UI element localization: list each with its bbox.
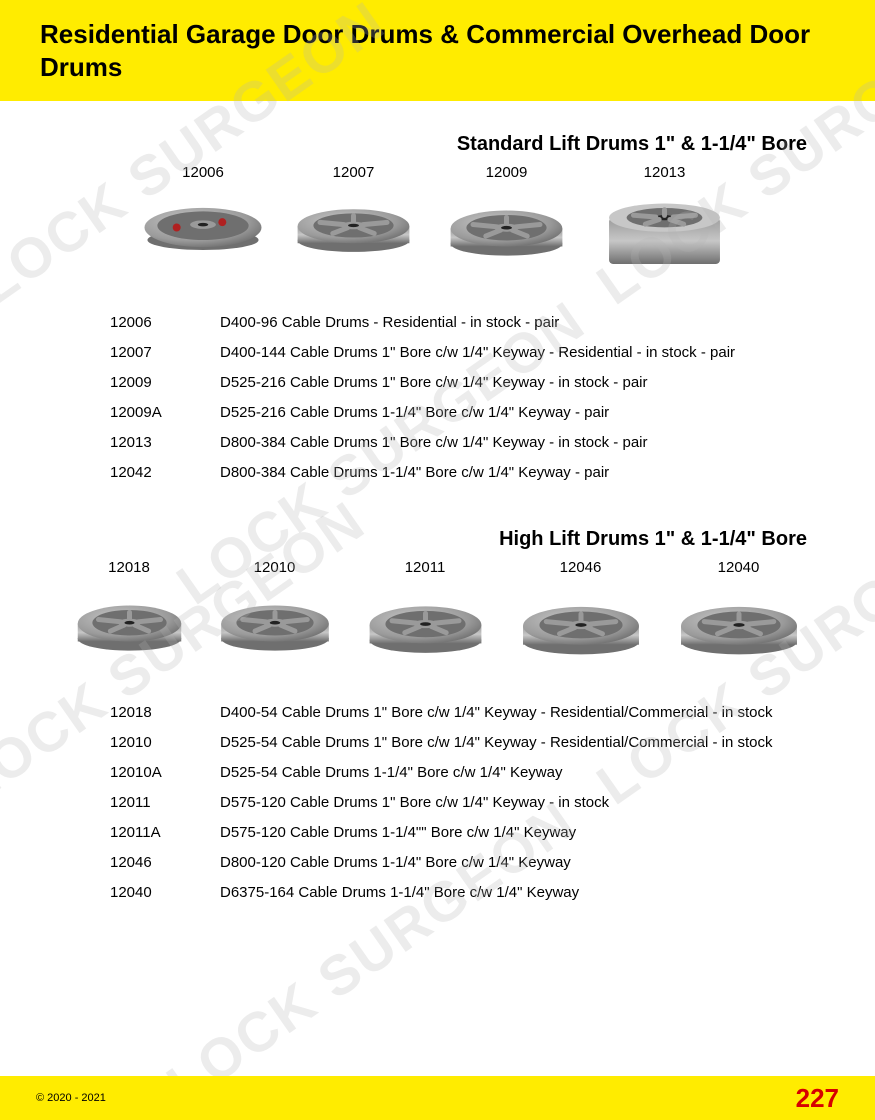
- drum-icon: [358, 580, 493, 678]
- drum-item: 12007: [286, 164, 421, 290]
- product-description: D525-216 Cable Drums 1" Bore c/w 1/4" Ke…: [220, 368, 648, 398]
- product-code: 12013: [110, 428, 220, 458]
- table-row: 12013D800-384 Cable Drums 1" Bore c/w 1/…: [110, 428, 825, 458]
- drum-icon: [210, 580, 340, 675]
- drum-item: 12040: [669, 559, 809, 680]
- product-description: D525-54 Cable Drums 1" Bore c/w 1/4" Key…: [220, 728, 773, 758]
- drum-item: 12046: [511, 559, 651, 680]
- drum-image-code: 12009: [439, 164, 574, 181]
- product-description: D575-120 Cable Drums 1-1/4"" Bore c/w 1/…: [220, 818, 576, 848]
- drum-image-code: 12006: [138, 164, 268, 181]
- product-code: 12009: [110, 368, 220, 398]
- section-title-highlift: High Lift Drums 1" & 1-1/4" Bore: [50, 528, 807, 551]
- product-description: D400-96 Cable Drums - Residential - in s…: [220, 308, 559, 338]
- table-row: 12046D800-120 Cable Drums 1-1/4" Bore c/…: [110, 848, 825, 878]
- drum-icon: [286, 185, 421, 275]
- table-row: 12010AD525-54 Cable Drums 1-1/4" Bore c/…: [110, 758, 825, 788]
- table-row: 12006D400-96 Cable Drums - Residential -…: [110, 308, 825, 338]
- product-description: D400-144 Cable Drums 1" Bore c/w 1/4" Ke…: [220, 338, 735, 368]
- product-code: 12010: [110, 728, 220, 758]
- desc-table-highlift: 12018D400-54 Cable Drums 1" Bore c/w 1/4…: [110, 698, 825, 908]
- product-code: 12009A: [110, 398, 220, 428]
- table-row: 12010D525-54 Cable Drums 1" Bore c/w 1/4…: [110, 728, 825, 758]
- table-row: 12042D800-384 Cable Drums 1-1/4" Bore c/…: [110, 458, 825, 488]
- drum-icon: [511, 580, 651, 680]
- drum-image-row-standard: 12006 12007: [50, 164, 825, 290]
- product-code: 12042: [110, 458, 220, 488]
- product-code: 12011A: [110, 818, 220, 848]
- product-description: D575-120 Cable Drums 1" Bore c/w 1/4" Ke…: [220, 788, 609, 818]
- table-row: 12009AD525-216 Cable Drums 1-1/4" Bore c…: [110, 398, 825, 428]
- drum-item: 12006: [138, 164, 268, 290]
- product-code: 12046: [110, 848, 220, 878]
- drum-image-code: 12011: [358, 559, 493, 576]
- drum-icon: [669, 580, 809, 680]
- table-row: 12018D400-54 Cable Drums 1" Bore c/w 1/4…: [110, 698, 825, 728]
- page-number: 227: [796, 1083, 839, 1114]
- header-bar: Residential Garage Door Drums & Commerci…: [0, 0, 875, 101]
- product-description: D400-54 Cable Drums 1" Bore c/w 1/4" Key…: [220, 698, 773, 728]
- product-code: 12006: [110, 308, 220, 338]
- drum-item: 12018: [67, 559, 192, 680]
- product-description: D6375-164 Cable Drums 1-1/4" Bore c/w 1/…: [220, 878, 579, 908]
- product-description: D525-54 Cable Drums 1-1/4" Bore c/w 1/4"…: [220, 758, 562, 788]
- drum-image-code: 12046: [511, 559, 651, 576]
- product-code: 12018: [110, 698, 220, 728]
- footer-bar: © 2020 - 2021 227: [0, 1076, 875, 1120]
- drum-icon: [439, 185, 574, 280]
- drum-item: 12013: [592, 164, 737, 290]
- table-row: 12011AD575-120 Cable Drums 1-1/4"" Bore …: [110, 818, 825, 848]
- drum-item: 12011: [358, 559, 493, 680]
- product-code: 12007: [110, 338, 220, 368]
- drum-icon: [592, 185, 737, 290]
- table-row: 12011D575-120 Cable Drums 1" Bore c/w 1/…: [110, 788, 825, 818]
- section-title-standard: Standard Lift Drums 1" & 1-1/4" Bore: [50, 133, 807, 156]
- product-description: D800-120 Cable Drums 1-1/4" Bore c/w 1/4…: [220, 848, 571, 878]
- drum-image-row-highlift: 12018 12010: [50, 559, 825, 680]
- page-title: Residential Garage Door Drums & Commerci…: [40, 18, 835, 83]
- product-code: 12040: [110, 878, 220, 908]
- table-row: 12009D525-216 Cable Drums 1" Bore c/w 1/…: [110, 368, 825, 398]
- drum-image-code: 12007: [286, 164, 421, 181]
- drum-image-code: 12040: [669, 559, 809, 576]
- content: Standard Lift Drums 1" & 1-1/4" Bore 120…: [0, 101, 875, 908]
- copyright: © 2020 - 2021: [36, 1092, 106, 1104]
- drum-icon: [67, 580, 192, 675]
- drum-image-code: 12013: [592, 164, 737, 181]
- product-description: D800-384 Cable Drums 1" Bore c/w 1/4" Ke…: [220, 428, 648, 458]
- product-description: D800-384 Cable Drums 1-1/4" Bore c/w 1/4…: [220, 458, 609, 488]
- product-code: 12011: [110, 788, 220, 818]
- table-row: 12040D6375-164 Cable Drums 1-1/4" Bore c…: [110, 878, 825, 908]
- drum-image-code: 12018: [67, 559, 192, 576]
- table-row: 12007D400-144 Cable Drums 1" Bore c/w 1/…: [110, 338, 825, 368]
- product-description: D525-216 Cable Drums 1-1/4" Bore c/w 1/4…: [220, 398, 609, 428]
- desc-table-standard: 12006D400-96 Cable Drums - Residential -…: [110, 308, 825, 488]
- drum-item: 12010: [210, 559, 340, 680]
- product-code: 12010A: [110, 758, 220, 788]
- drum-item: 12009: [439, 164, 574, 290]
- drum-image-code: 12010: [210, 559, 340, 576]
- drum-icon: [138, 185, 268, 270]
